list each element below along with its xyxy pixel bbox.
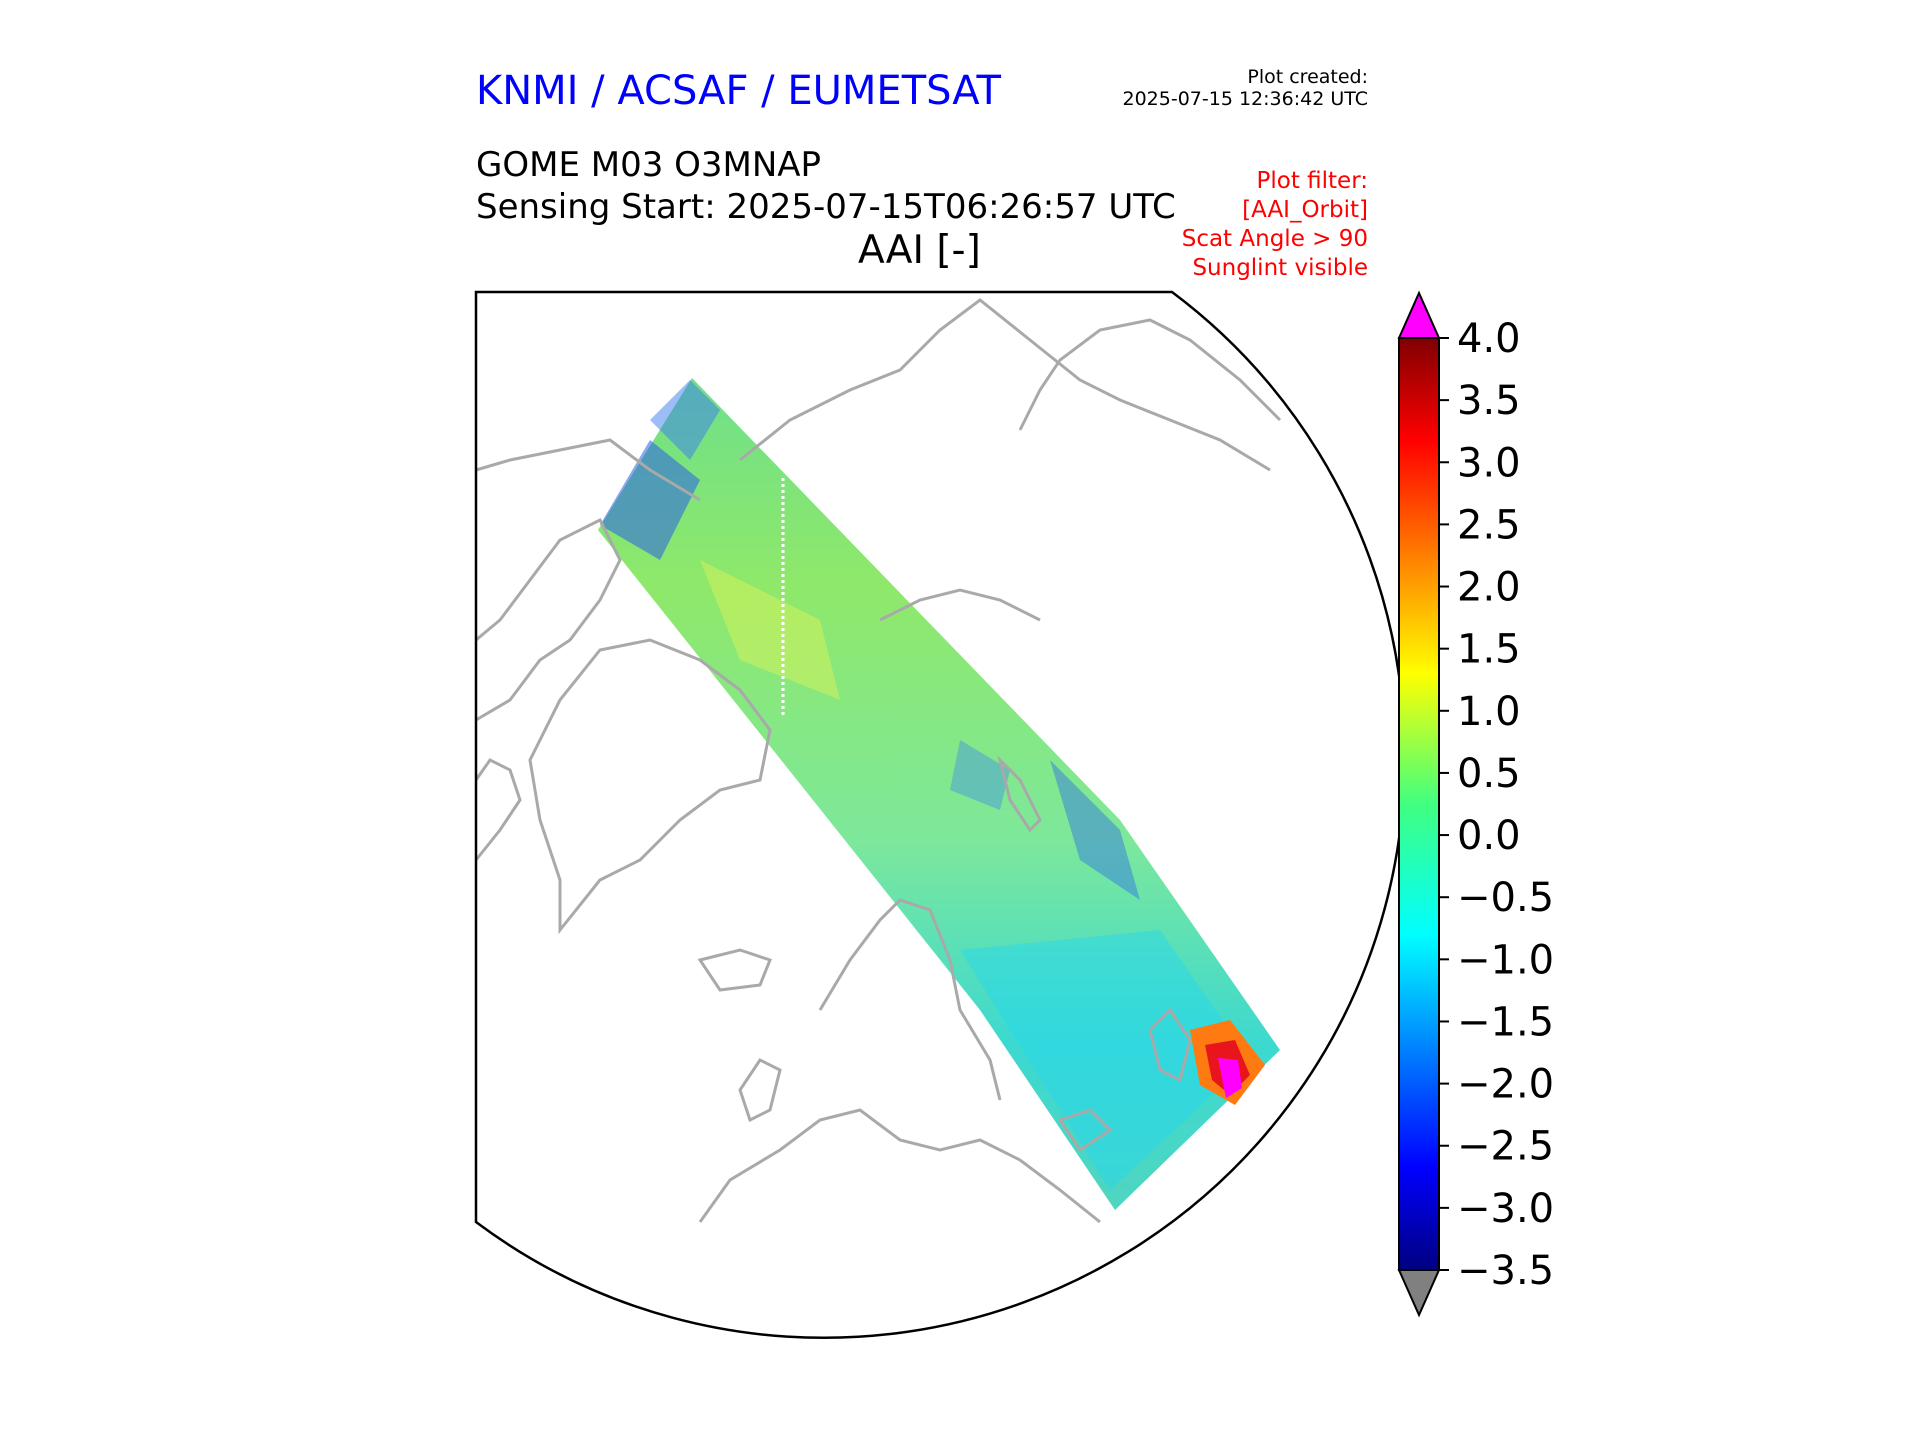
plot-created-label: Plot created: bbox=[1247, 66, 1368, 88]
swath-negative-patch bbox=[1050, 760, 1140, 900]
colorbar: 4.0 3.5 3.0 2.5 2.0 1.5 1.0 0.5 0.0 −0.5 −1.0 −1.5 −… bbox=[1397, 290, 1554, 1318]
field-title: AAI [-] bbox=[858, 228, 981, 273]
coastlines bbox=[476, 298, 1282, 1224]
coastline-taymyr bbox=[879, 588, 1041, 622]
plot-filter-scat-angle: Scat Angle > 90 bbox=[1181, 226, 1368, 252]
product-title: GOME M03 O3MNAP bbox=[476, 145, 822, 185]
colorbar-tick-label: 4.0 bbox=[1457, 316, 1521, 362]
colorbar-tick-label: −1.0 bbox=[1457, 937, 1554, 983]
coastline-europe bbox=[698, 1108, 1101, 1224]
colorbar-tick-label: −2.5 bbox=[1457, 1124, 1554, 1170]
colorbar-tick-label: 3.0 bbox=[1457, 440, 1521, 486]
colorbar-ticks: 4.0 3.5 3.0 2.5 2.0 1.5 1.0 0.5 0.0 −0.5 −1.0 −1.5 −… bbox=[1439, 316, 1554, 1294]
colorbar-tick-label: 0.0 bbox=[1457, 813, 1521, 859]
colorbar-tick-label: 0.5 bbox=[1457, 751, 1521, 797]
coastline-caspian bbox=[1148, 1007, 1192, 1083]
coastline-british-isles bbox=[738, 1058, 782, 1123]
colorbar-tick-label: 1.5 bbox=[1457, 627, 1521, 673]
plot-created-time: 2025-07-15 12:36:42 UTC bbox=[1122, 88, 1369, 110]
sensing-start: Sensing Start: 2025-07-15T06:26:57 UTC bbox=[476, 187, 1176, 227]
aerosol-hotspot-saturated bbox=[1218, 1058, 1242, 1098]
coastline-greenland bbox=[528, 638, 772, 935]
map-area bbox=[476, 292, 1376, 1292]
plot-filter-label: Plot filter: bbox=[1256, 168, 1368, 194]
plot-filter-sunglint: Sunglint visible bbox=[1192, 255, 1368, 281]
satellite-swath bbox=[598, 378, 1280, 1210]
colorbar-tick-label: −3.0 bbox=[1457, 1186, 1554, 1232]
colorbar-tick-label: 2.0 bbox=[1457, 565, 1521, 611]
coastline-scandinavia bbox=[818, 898, 1002, 1101]
coastline-iceland bbox=[697, 948, 772, 992]
colorbar-tick-label: 3.5 bbox=[1457, 378, 1521, 424]
plot-filter-name: [AAI_Orbit] bbox=[1242, 197, 1368, 223]
map-boundary bbox=[474, 290, 1407, 1339]
colorbar-extend-max bbox=[1397, 290, 1441, 339]
coastline-black-sea bbox=[1057, 1108, 1113, 1153]
colorbar-tick-label: 2.5 bbox=[1457, 502, 1521, 548]
coastline-canadian-arctic bbox=[476, 517, 622, 722]
coastline-chukotka bbox=[1018, 318, 1282, 431]
colorbar-extend-min bbox=[1397, 1269, 1441, 1318]
colorbar-tick-label: −1.5 bbox=[1457, 999, 1554, 1045]
swath-negative-patch bbox=[600, 440, 700, 560]
colorbar-tick-label: −3.5 bbox=[1457, 1248, 1554, 1294]
swath-yellow-region bbox=[700, 560, 840, 700]
swath-cyan-region bbox=[960, 930, 1250, 1190]
swath-negative-patch bbox=[650, 380, 720, 460]
coastline-canadian-islands bbox=[476, 758, 522, 861]
coastline-siberia bbox=[739, 298, 1271, 472]
colorbar-tick-label: 1.0 bbox=[1457, 689, 1521, 735]
swath-negative-patch bbox=[950, 740, 1010, 810]
org-title: KNMI / ACSAF / EUMETSAT bbox=[476, 68, 1001, 114]
coastline-alaska bbox=[476, 438, 701, 502]
colorbar-tick-label: −2.0 bbox=[1457, 1062, 1554, 1108]
colorbar-scale bbox=[1398, 337, 1440, 1271]
colorbar-tick-label: −0.5 bbox=[1457, 875, 1554, 921]
coastline-lake-baikal bbox=[997, 755, 1042, 833]
